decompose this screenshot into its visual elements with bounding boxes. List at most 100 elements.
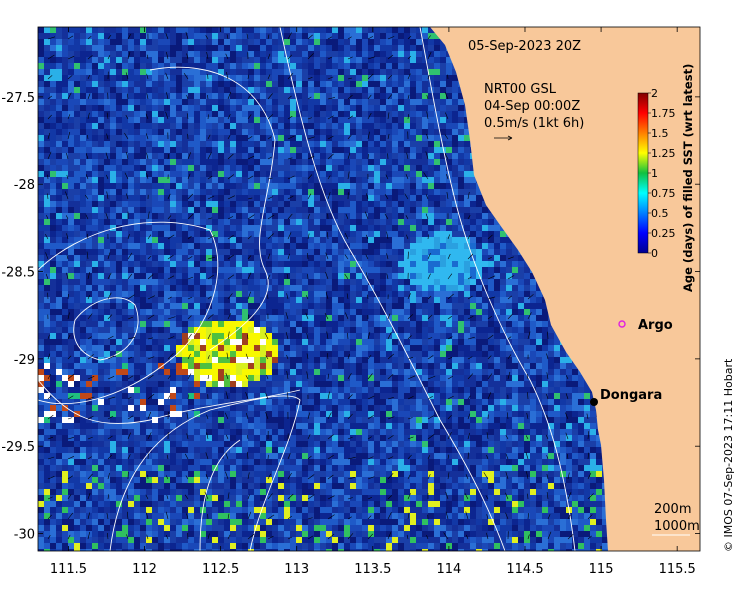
sst-cell xyxy=(194,363,200,369)
sst-cell xyxy=(272,171,278,177)
sst-cell xyxy=(176,33,182,39)
sst-cell xyxy=(254,195,260,201)
sst-cell xyxy=(242,165,248,171)
sst-cell xyxy=(302,105,308,111)
sst-cell xyxy=(512,297,518,303)
sst-cell xyxy=(92,207,98,213)
sst-cell xyxy=(266,255,272,261)
sst-cell xyxy=(62,381,68,387)
sst-cell xyxy=(308,153,314,159)
sst-cell xyxy=(188,195,194,201)
sst-cell xyxy=(356,273,362,279)
sst-cell xyxy=(140,207,146,213)
sst-cell xyxy=(440,63,446,69)
sst-cell xyxy=(434,285,440,291)
sst-cell xyxy=(242,201,248,207)
sst-cell xyxy=(512,267,518,273)
sst-cell xyxy=(464,303,470,309)
sst-cell xyxy=(398,99,404,105)
sst-cell xyxy=(272,345,278,351)
sst-cell xyxy=(218,45,224,51)
sst-cell xyxy=(320,255,326,261)
sst-cell xyxy=(56,321,62,327)
sst-cell xyxy=(44,327,50,333)
sst-cell xyxy=(170,69,176,75)
sst-cell xyxy=(470,279,476,285)
sst-cell xyxy=(92,27,98,33)
sst-cell xyxy=(338,81,344,87)
sst-cell xyxy=(86,279,92,285)
sst-cell xyxy=(386,345,392,351)
sst-cell xyxy=(374,249,380,255)
sst-cell xyxy=(434,327,440,333)
sst-cell xyxy=(380,303,386,309)
sst-cell xyxy=(452,357,458,363)
sst-cell xyxy=(68,345,74,351)
sst-cell xyxy=(446,153,452,159)
sst-cell xyxy=(38,117,44,123)
sst-cell xyxy=(62,261,68,267)
sst-cell xyxy=(68,159,74,165)
sst-cell xyxy=(494,381,500,387)
sst-cell xyxy=(158,207,164,213)
sst-cell xyxy=(134,249,140,255)
sst-cell xyxy=(512,375,518,381)
sst-cell xyxy=(266,153,272,159)
sst-cell xyxy=(98,225,104,231)
sst-cell xyxy=(266,207,272,213)
sst-cell xyxy=(434,75,440,81)
sst-cell xyxy=(440,369,446,375)
sst-cell xyxy=(290,159,296,165)
sst-cell xyxy=(464,375,470,381)
sst-cell xyxy=(254,327,260,333)
sst-cell xyxy=(98,375,104,381)
sst-cell xyxy=(260,279,266,285)
sst-cell xyxy=(110,249,116,255)
sst-cell xyxy=(230,279,236,285)
sst-cell xyxy=(122,285,128,291)
sst-cell xyxy=(236,111,242,117)
sst-cell xyxy=(494,321,500,327)
sst-cell xyxy=(242,189,248,195)
sst-cell xyxy=(50,219,56,225)
sst-cell xyxy=(344,351,350,357)
sst-cell xyxy=(332,51,338,57)
sst-cell xyxy=(230,165,236,171)
sst-cell xyxy=(314,39,320,45)
sst-cell xyxy=(440,165,446,171)
sst-cell xyxy=(368,201,374,207)
sst-cell xyxy=(272,165,278,171)
sst-cell xyxy=(392,189,398,195)
sst-cell xyxy=(284,75,290,81)
sst-cell xyxy=(344,129,350,135)
sst-cell xyxy=(428,213,434,219)
sst-cell xyxy=(266,405,272,411)
sst-cell xyxy=(38,123,44,129)
sst-cell xyxy=(524,387,530,393)
sst-cell xyxy=(464,339,470,345)
sst-cell xyxy=(308,255,314,261)
sst-cell xyxy=(332,399,338,405)
sst-cell xyxy=(170,225,176,231)
sst-cell xyxy=(404,63,410,69)
sst-cell xyxy=(308,303,314,309)
sst-cell xyxy=(56,345,62,351)
sst-cell xyxy=(278,363,284,369)
sst-cell xyxy=(548,345,554,351)
sst-cell xyxy=(92,165,98,171)
sst-cell xyxy=(452,183,458,189)
sst-cell xyxy=(182,51,188,57)
sst-cell xyxy=(68,273,74,279)
sst-cell xyxy=(476,321,482,327)
sst-cell xyxy=(524,327,530,333)
sst-cell xyxy=(74,69,80,75)
sst-cell xyxy=(392,375,398,381)
sst-cell xyxy=(260,165,266,171)
sst-cell xyxy=(278,93,284,99)
sst-cell xyxy=(410,87,416,93)
sst-cell xyxy=(452,159,458,165)
sst-cell xyxy=(80,357,86,363)
sst-cell xyxy=(290,231,296,237)
sst-cell xyxy=(68,297,74,303)
sst-cell xyxy=(350,273,356,279)
